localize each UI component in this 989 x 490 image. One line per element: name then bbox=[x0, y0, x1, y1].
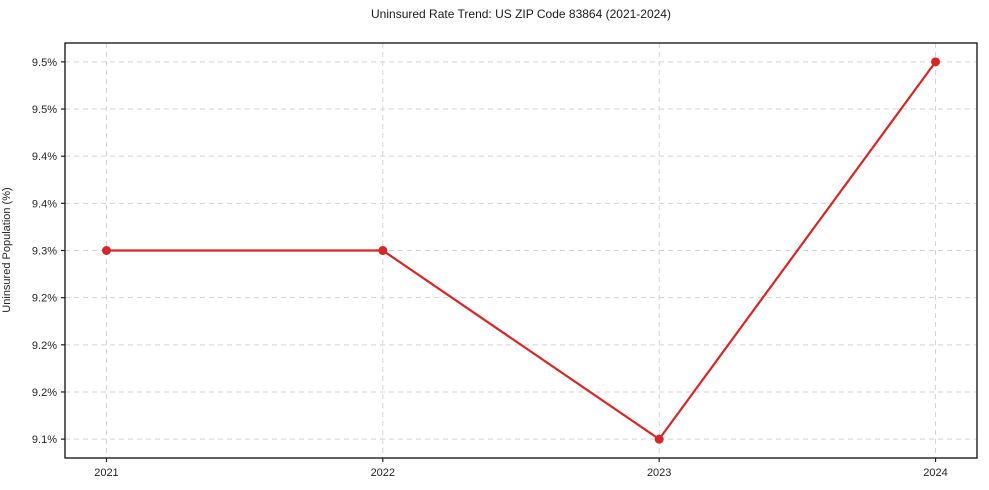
y-tick-label: 9.2% bbox=[32, 387, 57, 399]
data-line bbox=[105, 60, 937, 441]
data-point bbox=[378, 246, 388, 255]
y-tick-label: 9.4% bbox=[32, 151, 57, 163]
x-tick-label: 2021 bbox=[94, 467, 118, 479]
data-point bbox=[931, 57, 941, 67]
y-tick-label: 9.2% bbox=[32, 340, 57, 352]
data-point bbox=[654, 434, 664, 444]
x-tick-label: 2023 bbox=[647, 467, 671, 479]
x-tick-label: 2022 bbox=[371, 467, 395, 479]
chart-title: Uninsured Rate Trend: US ZIP Code 83864 … bbox=[371, 7, 671, 21]
y-tick-label: 9.1% bbox=[32, 434, 57, 446]
y-tick-label: 9.2% bbox=[32, 293, 57, 305]
y-tick-label: 9.5% bbox=[32, 57, 57, 69]
y-tick-label: 9.4% bbox=[32, 198, 57, 210]
data-point bbox=[101, 246, 111, 255]
y-tick-label: 9.5% bbox=[32, 104, 57, 116]
y-tick-label: 9.3% bbox=[32, 246, 57, 258]
x-tick-label: 2024 bbox=[923, 467, 947, 479]
